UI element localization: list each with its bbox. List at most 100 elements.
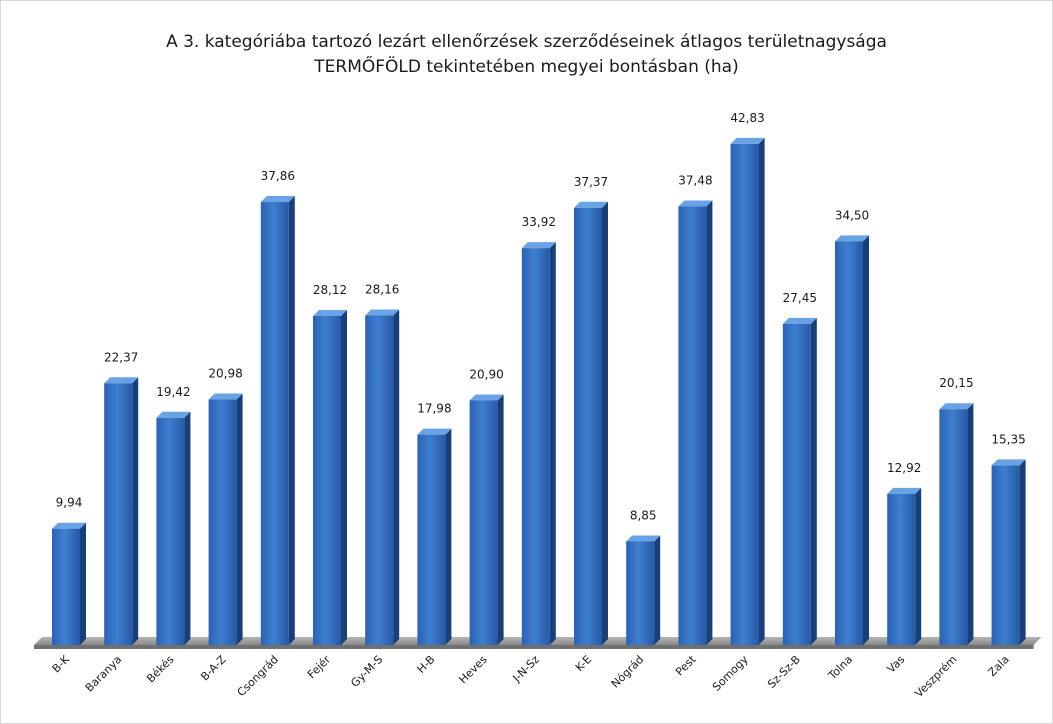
category-label: Pest	[673, 652, 699, 678]
bar-top	[887, 487, 922, 494]
bar-top	[939, 403, 974, 410]
bar-top	[730, 137, 765, 144]
category-label: H-B	[415, 653, 438, 676]
bar	[365, 309, 400, 645]
value-label: 8,85	[630, 508, 657, 522]
bar-front	[678, 206, 707, 645]
bar-top	[991, 459, 1026, 466]
category-label: Békés	[144, 653, 177, 686]
floor-front	[34, 645, 1034, 649]
value-label: 22,37	[104, 350, 138, 364]
bar-front	[469, 400, 498, 645]
bar-top	[626, 535, 661, 542]
category-label: Tolna	[825, 653, 855, 683]
bar-side	[184, 411, 191, 645]
value-label: 37,37	[574, 175, 608, 189]
value-label: 27,45	[783, 291, 817, 305]
bar-front	[835, 241, 863, 645]
bar	[521, 242, 556, 646]
value-label: 34,50	[835, 208, 869, 222]
bar-front	[730, 143, 759, 645]
category-label: Gy-M-S	[348, 653, 385, 690]
bar-front	[365, 315, 394, 645]
value-label: 20,98	[208, 367, 242, 381]
bar-side	[549, 242, 556, 646]
category-label: B-A-Z	[198, 653, 229, 684]
bar-side	[1019, 459, 1026, 645]
bar-top	[104, 377, 139, 384]
bar-front	[887, 493, 916, 645]
category-label: Sz-Sz-B	[765, 653, 803, 691]
bar-front	[156, 417, 185, 645]
bar-top	[313, 309, 347, 316]
bar-top	[782, 317, 817, 324]
bar-top	[52, 522, 86, 529]
bar-side	[393, 309, 400, 645]
value-label: 17,98	[417, 402, 451, 416]
bar-front	[208, 399, 237, 645]
bar-front	[939, 409, 968, 645]
value-label: 20,90	[469, 367, 503, 381]
bar-front	[260, 202, 289, 645]
bar-top	[521, 242, 556, 249]
value-label: 20,15	[939, 376, 973, 390]
bar-side	[654, 535, 661, 645]
value-labels: 9,94 22,37 19,42 20,98 37,86 28,12 28,16 17,98 2…	[56, 111, 1026, 523]
bar-side	[915, 487, 922, 645]
bar	[313, 309, 347, 645]
bar-top	[469, 394, 504, 401]
category-label: Heves	[456, 653, 489, 686]
bar	[417, 428, 452, 645]
bar-side	[236, 393, 243, 645]
value-label: 42,83	[730, 111, 764, 125]
category-label: Nógrád	[609, 653, 647, 691]
bar-side	[132, 377, 139, 645]
value-label: 19,42	[156, 385, 190, 399]
bar	[156, 411, 191, 645]
bar-front	[52, 528, 80, 645]
bar-side	[288, 196, 295, 645]
bar-front	[991, 465, 1020, 645]
bar	[887, 487, 922, 645]
bar-top	[574, 201, 608, 208]
category-label: Fejér	[305, 653, 334, 682]
bar	[104, 377, 139, 645]
value-label: 37,48	[678, 173, 712, 187]
chart-title-line1: A 3. kategóriába tartozó lezárt ellenőrz…	[166, 32, 887, 52]
value-label: 9,94	[56, 496, 83, 510]
bar-top	[835, 235, 869, 242]
bar-side	[758, 137, 765, 645]
bar-front	[104, 383, 133, 645]
value-label: 28,16	[365, 283, 399, 297]
bar-series	[52, 137, 1026, 646]
bar-side	[341, 309, 347, 645]
category-label: Csongrád	[235, 653, 281, 699]
category-label: K-E	[573, 653, 594, 674]
bar-side	[863, 235, 869, 645]
bar-top	[260, 196, 295, 203]
bar-top	[417, 428, 452, 435]
bar-side	[445, 428, 452, 645]
bar-top	[208, 393, 243, 400]
category-label: J-N-Sz	[510, 653, 543, 686]
bar	[991, 459, 1026, 645]
category-label: Vas	[885, 653, 908, 676]
bar-side	[967, 403, 974, 645]
category-label: Baranya	[83, 653, 125, 695]
bar-top	[365, 309, 400, 316]
bar-front	[782, 323, 811, 645]
bar	[469, 394, 504, 645]
bar-front	[521, 248, 550, 646]
chart-subtitle: TERMŐFÖLD tekintetében megyei bontásban …	[314, 57, 739, 77]
chart-title: A 3. kategóriába tartozó lezárt ellenőrz…	[0, 30, 1053, 80]
bar-front	[417, 434, 446, 645]
value-label: 15,35	[991, 432, 1025, 446]
value-label: 28,12	[313, 283, 347, 297]
category-label: Veszprém	[912, 653, 959, 700]
bar	[574, 201, 608, 645]
bar-side	[810, 317, 817, 645]
value-label: 12,92	[887, 461, 921, 475]
category-label: Somogy	[710, 653, 751, 694]
bar-top	[156, 411, 191, 418]
